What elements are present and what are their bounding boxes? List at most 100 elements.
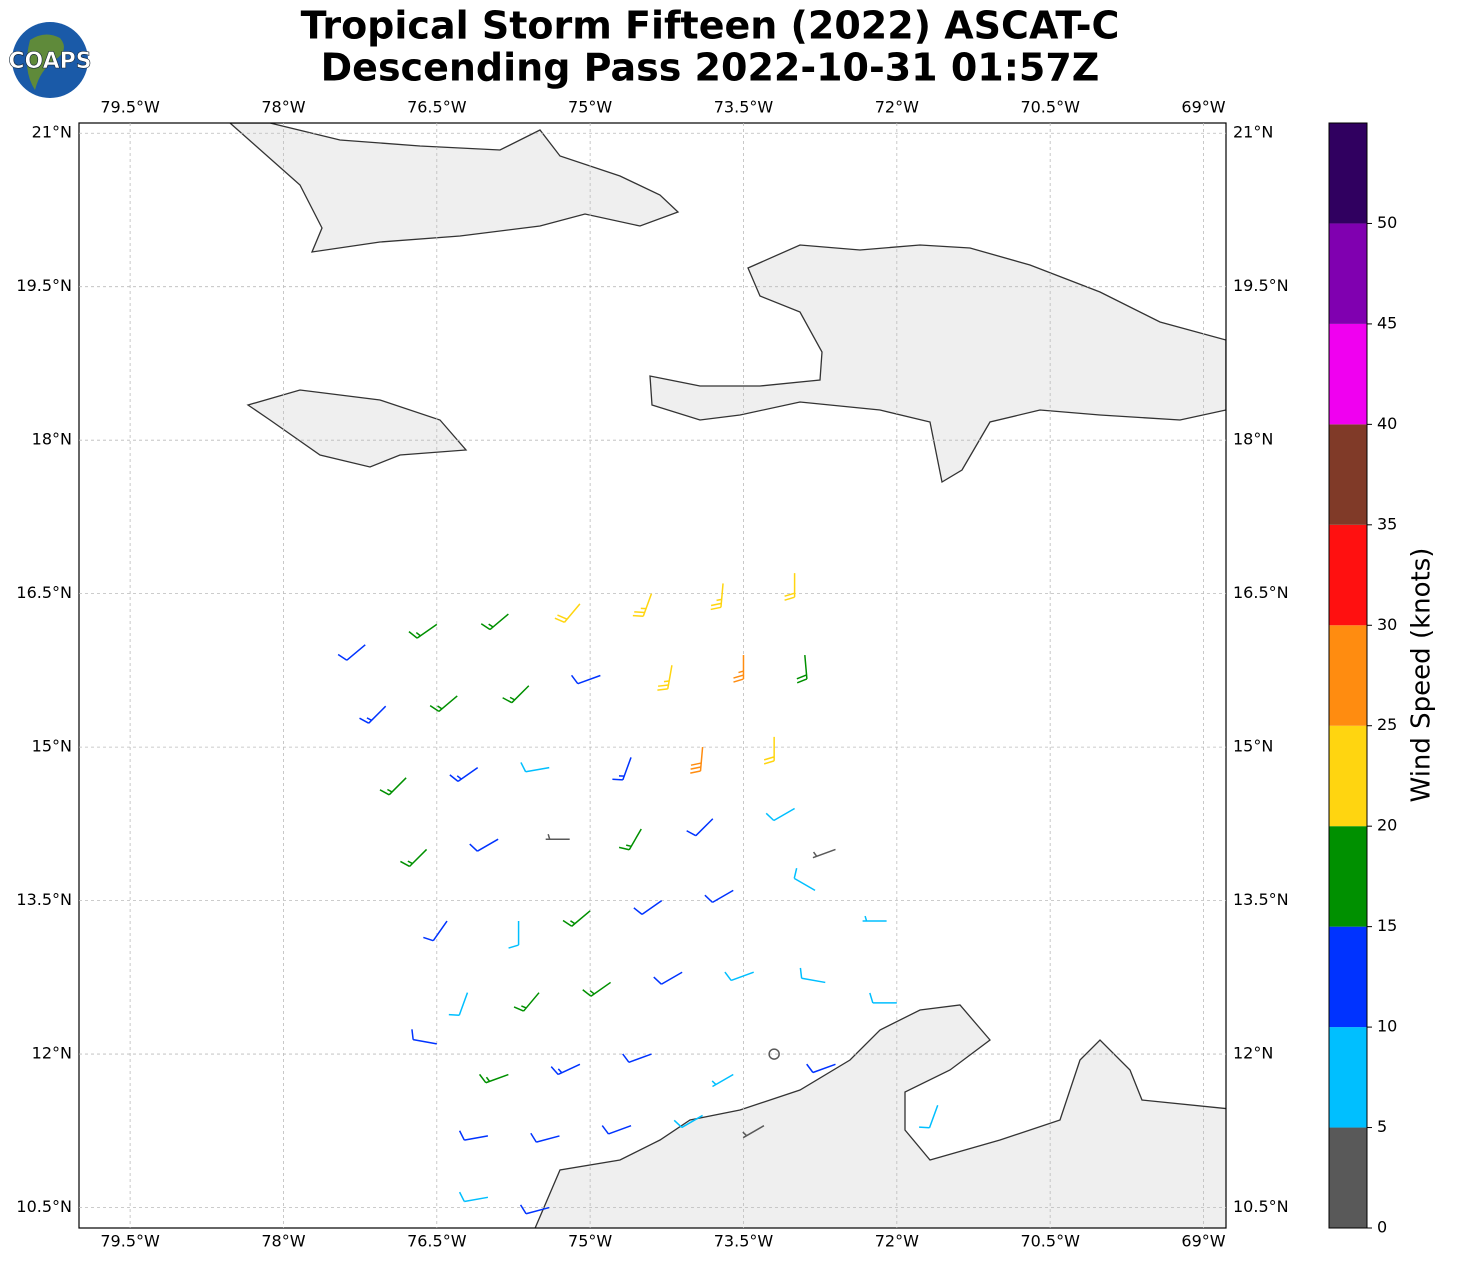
colorbar-frame (1328, 122, 1368, 1229)
y-tick-label: 18°N (32, 430, 72, 449)
y-tick-label: 19.5°N (16, 276, 72, 295)
x-tick-label: 73.5°W (714, 98, 774, 117)
x-tick-label: 78°W (261, 98, 305, 117)
south-america (534, 1004, 1226, 1228)
wind-barb (632, 593, 653, 617)
wind-barb (359, 705, 387, 724)
colorbar-segment (1329, 424, 1367, 525)
wind-barb (919, 1104, 939, 1129)
y-tick-label: 13.5°N (16, 890, 72, 909)
colorbar-segment (1329, 826, 1367, 927)
x-tick-label: 75°W (568, 98, 612, 117)
y-tick-label: 16.5°N (16, 583, 72, 602)
wind-barb (379, 777, 407, 796)
x-tick-label: 70.5°W (1020, 1232, 1080, 1251)
wind-barb (704, 889, 734, 904)
wind-barb (686, 818, 714, 837)
y-tick-label: 10.5°N (16, 1197, 72, 1216)
colorbar-segment (1329, 625, 1367, 726)
wind-barb (690, 747, 704, 774)
wind-barb (711, 1073, 734, 1088)
wind-barb (519, 1204, 550, 1215)
map-frame (78, 122, 1227, 1229)
colorbar-tick-label: 30 (1377, 615, 1397, 634)
wind-barb (508, 921, 520, 949)
y-tick-label: 12°N (1233, 1044, 1273, 1063)
wind-barb (622, 1053, 652, 1063)
wind-barb (570, 674, 601, 685)
colorbar-segment (1329, 725, 1367, 827)
x-tick-label: 69°W (1181, 98, 1225, 117)
cuba (229, 123, 680, 253)
wind-barb (545, 833, 570, 840)
colorbar-segment (1329, 926, 1367, 1028)
wind-barb (458, 1191, 489, 1203)
hispaniola (649, 244, 1226, 484)
colorbar-tick-label: 10 (1377, 1017, 1397, 1036)
x-tick-label: 76.5°W (407, 1232, 467, 1251)
wind-barb (812, 848, 836, 859)
wind-barb (657, 665, 673, 691)
logo: COAPS (8, 22, 92, 98)
x-tick-label: 73.5°W (714, 1232, 774, 1251)
wind-barb (793, 868, 816, 892)
wind-barb (550, 1063, 581, 1076)
wind-barb (862, 915, 887, 922)
chart-title: Descending Pass 2022-10-31 01:57Z (321, 46, 1100, 90)
colorbar-tick-label: 45 (1377, 313, 1397, 332)
colorbar-tick-label: 0 (1377, 1218, 1387, 1237)
colorbar-tick-label: 50 (1377, 213, 1397, 232)
wind-barb (449, 766, 479, 782)
y-tick-label: 21°N (1233, 123, 1273, 142)
y-tick-label: 21°N (32, 123, 72, 142)
x-tick-label: 72°W (875, 1232, 919, 1251)
wind-barb (480, 613, 509, 631)
colorbar-segment (1329, 323, 1367, 425)
y-tick-label: 19.5°N (1233, 276, 1289, 295)
x-tick-label: 70.5°W (1020, 98, 1080, 117)
y-tick-label: 10.5°N (1233, 1197, 1289, 1216)
chart-title: Tropical Storm Fifteen (2022) ASCAT-C (301, 4, 1120, 48)
wind-barb (520, 762, 550, 773)
wind-barb (400, 848, 428, 868)
x-tick-label: 79.5°W (100, 1232, 160, 1251)
wind-barb (763, 736, 775, 765)
y-tick-label: 12°N (32, 1044, 72, 1063)
colorbar-tick-label: 40 (1377, 414, 1397, 433)
colorbar-segment (1329, 123, 1367, 224)
y-tick-label: 16.5°N (1233, 583, 1289, 602)
wind-barb (530, 1132, 560, 1143)
wind-barb (601, 1124, 632, 1135)
wind-barb (337, 644, 366, 661)
wind-barb (423, 920, 448, 942)
wind-barb (724, 971, 754, 982)
wind-barb (796, 654, 808, 684)
wind-barb (429, 695, 458, 713)
wind-barb (469, 838, 499, 852)
y-tick-label: 13.5°N (1233, 890, 1289, 909)
colorbar-tick-label: 20 (1377, 816, 1397, 835)
x-tick-label: 69°W (1181, 1232, 1225, 1251)
jamaica (246, 389, 468, 468)
colorbar-segment (1329, 223, 1367, 324)
wind-barb (582, 981, 612, 997)
land (229, 123, 1226, 1228)
colorbar-segment (1329, 1127, 1367, 1228)
wind-barb (458, 1130, 489, 1141)
x-tick-label: 78°W (261, 1232, 305, 1251)
calm-barb (768, 1048, 780, 1060)
x-tick-label: 72°W (875, 98, 919, 117)
wind-barb (448, 992, 469, 1016)
colorbar-tick-label: 25 (1377, 715, 1397, 734)
wind-barb (653, 971, 683, 985)
wind-barb (618, 828, 642, 851)
wind-barb (513, 992, 540, 1012)
wind-barb (554, 603, 581, 623)
wind-barb (673, 1114, 703, 1129)
y-tick-label: 15°N (32, 737, 72, 756)
wind-barb (710, 583, 724, 611)
wind-barb (478, 1073, 509, 1084)
wind-barb (742, 1125, 765, 1139)
wind-barb (869, 992, 897, 1004)
